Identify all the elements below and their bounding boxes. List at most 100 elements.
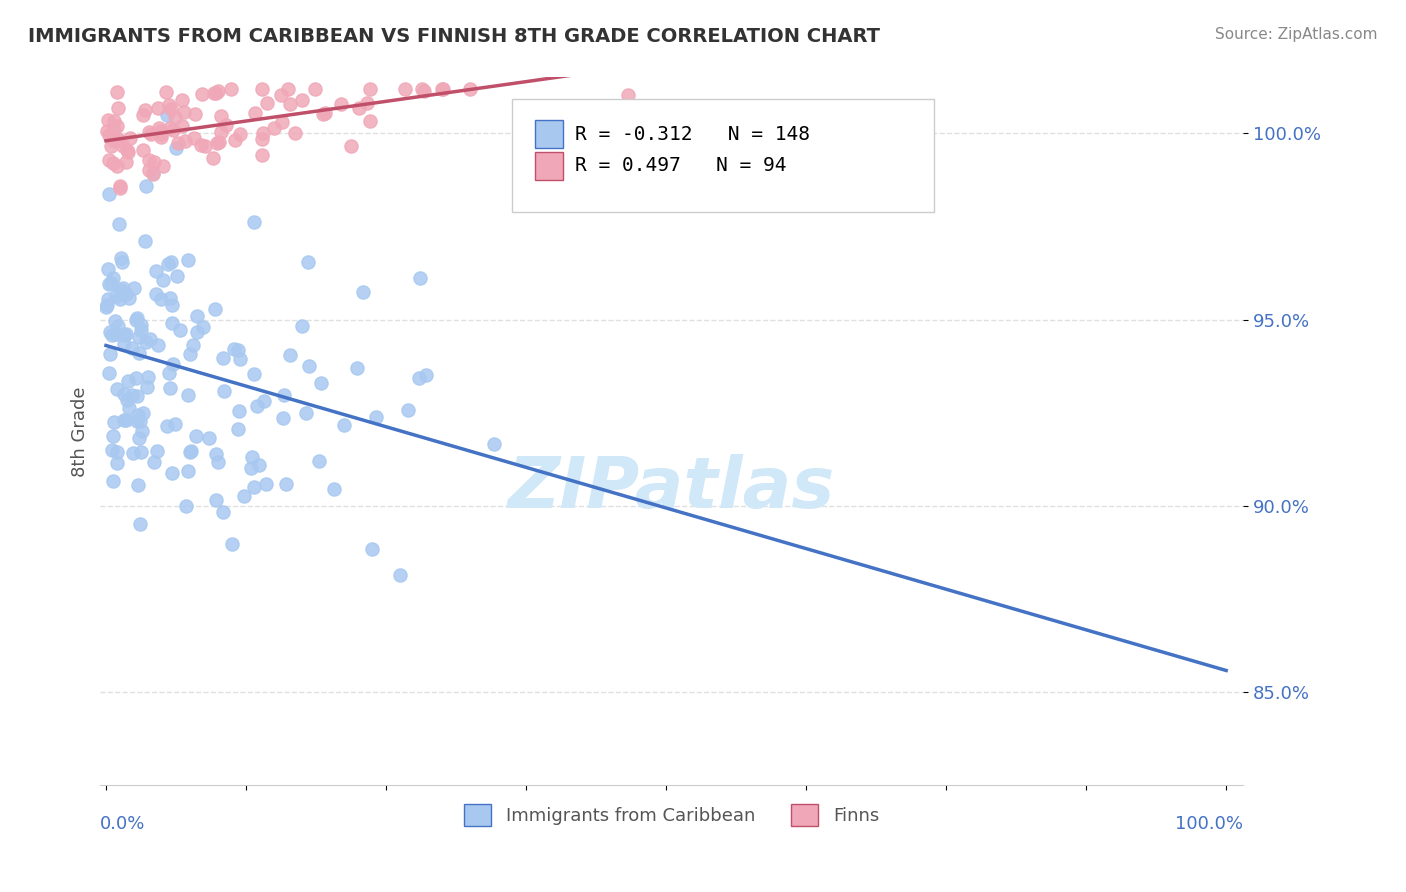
Point: [273, 388, 295, 402]
Point: [291, 93, 314, 107]
Point: [162, 357, 184, 371]
Point: [389, 567, 412, 582]
Point: [101, 429, 124, 443]
Point: [186, 309, 208, 323]
Point: [139, 332, 162, 346]
Point: [150, 129, 173, 144]
Point: [127, 477, 149, 491]
Point: [173, 134, 195, 148]
Point: [117, 392, 139, 407]
Point: [145, 263, 167, 277]
Point: [156, 419, 179, 434]
Point: [312, 107, 335, 121]
Point: [111, 281, 134, 295]
Point: [142, 167, 165, 181]
Point: [128, 414, 150, 428]
Text: ZIPatlas: ZIPatlas: [508, 454, 835, 523]
Point: [100, 276, 122, 290]
Point: [142, 166, 165, 180]
Point: [132, 406, 155, 420]
Point: [198, 431, 221, 445]
Point: [270, 115, 292, 129]
Point: [183, 131, 205, 145]
Point: [430, 81, 453, 95]
Point: [155, 86, 177, 100]
Point: [205, 447, 228, 461]
Point: [159, 291, 181, 305]
Point: [166, 269, 188, 284]
Point: [128, 346, 150, 360]
Point: [207, 455, 229, 469]
Point: [394, 81, 416, 95]
Point: [98, 187, 121, 202]
Text: Source: ZipAtlas.com: Source: ZipAtlas.com: [1215, 27, 1378, 42]
Point: [134, 103, 156, 117]
Point: [128, 431, 150, 445]
Point: [108, 178, 131, 193]
Point: [149, 127, 172, 141]
FancyBboxPatch shape: [512, 99, 935, 212]
Point: [277, 81, 299, 95]
Point: [243, 480, 266, 494]
Point: [129, 323, 152, 337]
Point: [125, 388, 148, 402]
Point: [165, 141, 187, 155]
Point: [176, 388, 198, 402]
Point: [114, 327, 136, 342]
Point: [364, 409, 387, 424]
Point: [101, 442, 124, 457]
Text: IMMIGRANTS FROM CARIBBEAN VS FINNISH 8TH GRADE CORRELATION CHART: IMMIGRANTS FROM CARIBBEAN VS FINNISH 8TH…: [28, 27, 880, 45]
Point: [193, 319, 215, 334]
Point: [166, 136, 188, 150]
Point: [202, 86, 225, 100]
Point: [104, 314, 127, 328]
Point: [226, 343, 249, 358]
Point: [98, 277, 121, 291]
Point: [105, 119, 128, 133]
Point: [228, 404, 250, 418]
Point: [121, 388, 143, 402]
Point: [105, 289, 128, 303]
Point: [150, 124, 173, 138]
Point: [121, 446, 143, 460]
Point: [412, 84, 434, 98]
Point: [143, 154, 166, 169]
Point: [323, 482, 346, 496]
Point: [125, 311, 148, 326]
Point: [111, 255, 134, 269]
Point: [278, 348, 301, 362]
Point: [240, 460, 263, 475]
Point: [136, 369, 159, 384]
Point: [191, 87, 214, 101]
Point: [176, 500, 198, 514]
Point: [254, 476, 277, 491]
Point: [304, 81, 326, 95]
Point: [103, 114, 125, 128]
Point: [170, 119, 193, 133]
Point: [184, 429, 207, 443]
Point: [209, 109, 232, 123]
Point: [135, 179, 157, 194]
Text: R = 0.497   N = 94: R = 0.497 N = 94: [575, 156, 786, 176]
Point: [146, 338, 169, 352]
Point: [128, 330, 150, 344]
Point: [107, 133, 129, 147]
Point: [98, 347, 121, 361]
Point: [107, 101, 129, 115]
Point: [179, 347, 201, 361]
Point: [159, 381, 181, 395]
Point: [207, 84, 229, 98]
Point: [415, 368, 437, 382]
Point: [219, 81, 242, 95]
Point: [308, 454, 330, 468]
Point: [290, 319, 312, 334]
Point: [108, 180, 131, 194]
Point: [169, 323, 191, 337]
Point: [134, 234, 156, 248]
Point: [243, 367, 266, 381]
Point: [228, 128, 250, 142]
Point: [148, 120, 170, 135]
Point: [135, 380, 157, 394]
Point: [103, 123, 125, 137]
Point: [124, 371, 146, 385]
